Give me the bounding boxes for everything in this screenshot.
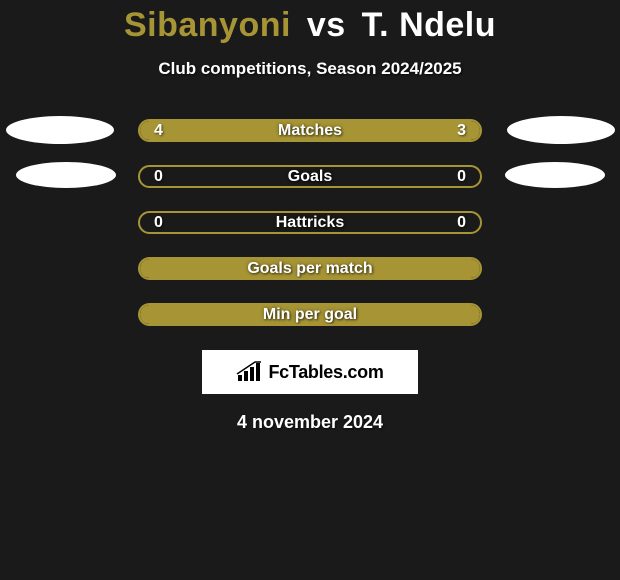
stats-list: 4 Matches 3 0 Goals 0 0 Hattricks 0	[0, 119, 620, 326]
stat-bar: 4 Matches 3	[138, 119, 482, 142]
vs-text: vs	[307, 6, 346, 44]
stat-bar: Min per goal	[138, 303, 482, 326]
stat-label: Goals per match	[247, 260, 372, 278]
stat-row-mpg: Min per goal	[0, 303, 620, 326]
stat-row-matches: 4 Matches 3	[0, 119, 620, 142]
comparison-card: Sibanyoni vs T. Ndelu Club competitions,…	[0, 0, 620, 433]
stat-row-hattricks: 0 Hattricks 0	[0, 211, 620, 234]
stat-label: Min per goal	[263, 306, 357, 324]
stat-value-right: 0	[457, 214, 466, 232]
player2-name: T. Ndelu	[362, 6, 496, 44]
stat-row-goals: 0 Goals 0	[0, 165, 620, 188]
stat-label: Matches	[278, 122, 342, 140]
logo-text: FcTables.com	[268, 362, 383, 383]
date-text: 4 november 2024	[0, 412, 620, 433]
stat-label: Hattricks	[276, 214, 344, 232]
stat-bar: Goals per match	[138, 257, 482, 280]
player1-name: Sibanyoni	[124, 6, 291, 44]
stat-value-right: 0	[457, 168, 466, 186]
stat-value-left: 4	[154, 122, 163, 140]
source-logo: FcTables.com	[202, 350, 418, 394]
stat-value-right: 3	[457, 122, 466, 140]
player1-oval	[16, 162, 116, 188]
player2-oval	[505, 162, 605, 188]
stat-bar: 0 Goals 0	[138, 165, 482, 188]
subtitle: Club competitions, Season 2024/2025	[0, 59, 620, 79]
stat-bar: 0 Hattricks 0	[138, 211, 482, 234]
bar-chart-icon	[236, 361, 264, 383]
comparison-title: Sibanyoni vs T. Ndelu	[0, 6, 620, 45]
stat-label: Goals	[288, 168, 332, 186]
player2-oval	[507, 116, 615, 144]
player1-oval	[6, 116, 114, 144]
stat-row-gpm: Goals per match	[0, 257, 620, 280]
stat-value-left: 0	[154, 214, 163, 232]
stat-value-left: 0	[154, 168, 163, 186]
